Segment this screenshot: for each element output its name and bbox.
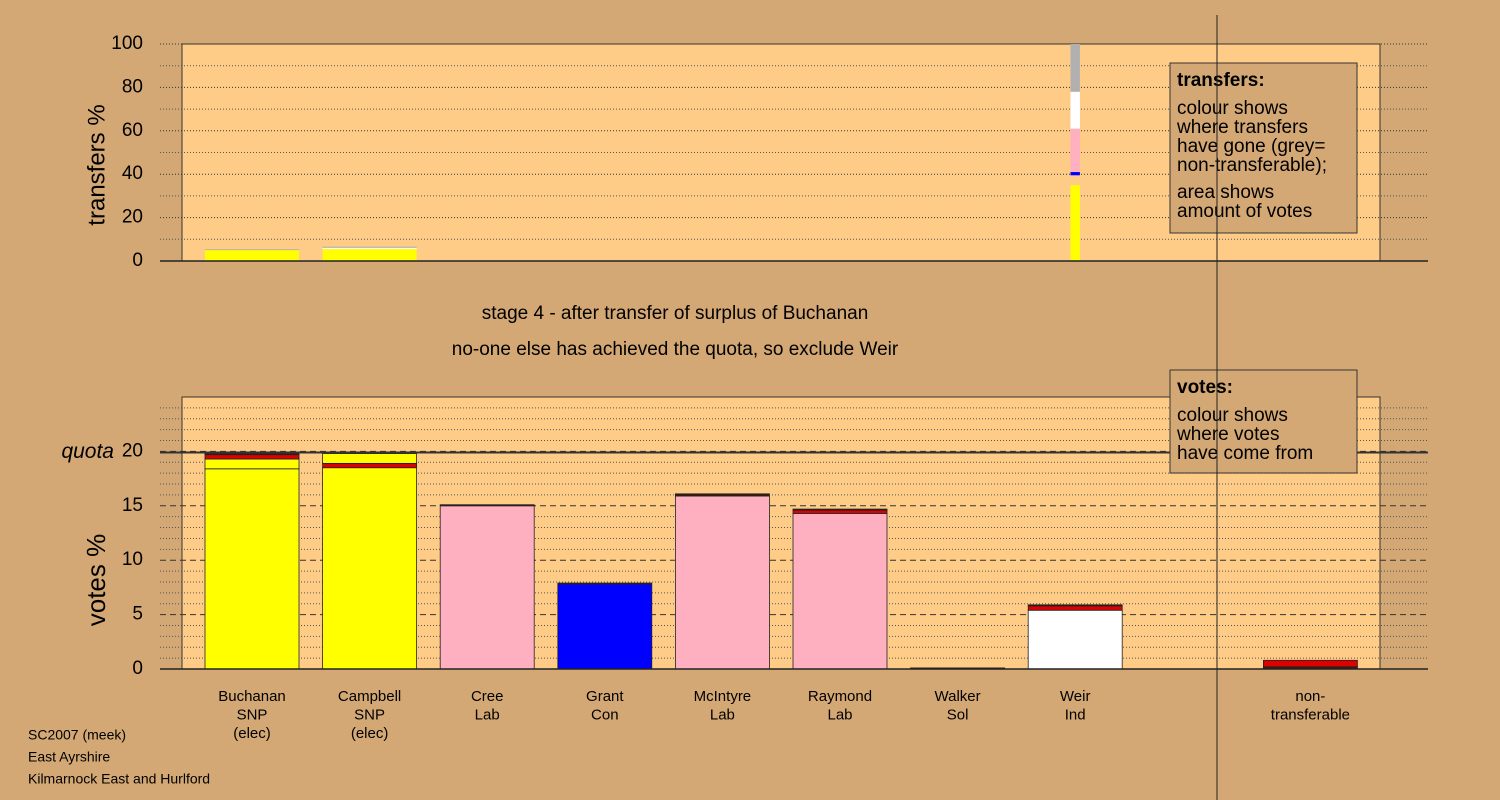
y-tick-label: 5 [132,604,143,625]
x-tick-label: Sol [947,706,969,723]
legend-text: have gone (grey= [1177,136,1325,157]
x-tick-label: SNP [354,706,385,723]
legend-box [1169,369,1358,474]
y-tick-label: 40 [122,163,143,184]
x-tick-label: transferable [1271,706,1350,723]
y-tick-label: 20 [122,440,143,461]
bar-segment [322,462,418,469]
bar-segment [204,458,300,470]
y-axis-label: votes % [81,534,111,627]
legend-text: amount of votes [1177,201,1312,222]
bar-segment [557,582,653,585]
x-tick-label: Lab [710,706,735,723]
bar-segment [792,509,888,514]
x-tick-label: Campbell [338,688,401,705]
x-tick-label: non- [1295,688,1325,705]
bar-segment [1027,604,1123,607]
legend-text: non-transferable); [1177,155,1327,176]
legend-text: where transfers [1176,117,1308,138]
legend-text: where votes [1176,424,1279,445]
bar-segment [205,249,299,251]
bar-segment [204,468,300,670]
y-tick-label: 0 [132,658,143,679]
y-axis-label: transfers % [83,104,110,225]
bar-segment [322,247,417,250]
legend-text: colour shows [1177,405,1288,426]
x-tick-label: Lab [827,706,852,723]
bar-segment [1070,128,1080,173]
bar-segment [675,495,770,670]
quota-label: quota [61,440,114,463]
x-tick-label: Buchanan [218,688,286,705]
bar-segment [1263,659,1358,668]
bar-segment [1070,44,1080,92]
bar-segment [322,467,418,670]
x-tick-label: Con [591,706,619,723]
bar-segment [792,513,888,670]
bar-segment [322,249,417,261]
legend-box [1169,62,1358,234]
x-tick-label: Walker [935,688,981,705]
x-tick-label: Grant [586,688,624,705]
x-tick-label: Weir [1060,688,1091,705]
legend-text: area shows [1177,182,1274,203]
bar-segment [675,493,770,497]
legend-title: votes: [1177,377,1233,398]
bar-segment [1070,175,1080,186]
legend-title: transfers: [1177,70,1265,91]
x-tick-label: (elec) [233,725,271,742]
bar-segment [1027,605,1123,611]
x-tick-label: SNP [237,706,268,723]
x-tick-label: Cree [471,688,504,705]
bar-segment [1027,609,1123,670]
y-tick-label: 20 [122,207,143,228]
legend-text: have come from [1177,443,1313,464]
bar-segment [439,505,535,670]
bar-segment [205,250,299,261]
bar-segment [204,453,300,456]
x-tick-label: McIntyre [694,688,752,705]
bar-segment [439,504,535,507]
stage-note: no-one else has achieved the quota, so e… [452,339,899,360]
x-tick-label: Lab [475,706,500,723]
y-tick-label: 80 [122,76,143,97]
stage-note: stage 4 - after transfer of surplus of B… [482,303,869,324]
y-tick-label: 10 [122,549,143,570]
bar-segment [792,508,888,511]
legend-text: colour shows [1177,98,1288,119]
x-tick-label: Ind [1065,706,1086,723]
footer: Kilmarnock East and Hurlford [28,771,210,787]
bar-segment [1070,172,1080,176]
y-tick-label: 60 [122,120,143,141]
bar-segment [1070,91,1080,129]
y-tick-label: 0 [132,250,143,271]
bar-segment [322,246,417,248]
x-tick-label: (elec) [351,725,389,742]
bar-segment [1070,185,1080,261]
y-tick-label: 15 [122,495,143,516]
y-tick-label: 100 [111,33,143,54]
footer: SC2007 (meek) [28,727,126,743]
x-tick-label: Raymond [808,688,872,705]
bar-segment [557,583,653,670]
bar-segment [204,454,300,460]
bar-segment [322,453,418,464]
footer: East Ayrshire [28,749,110,765]
